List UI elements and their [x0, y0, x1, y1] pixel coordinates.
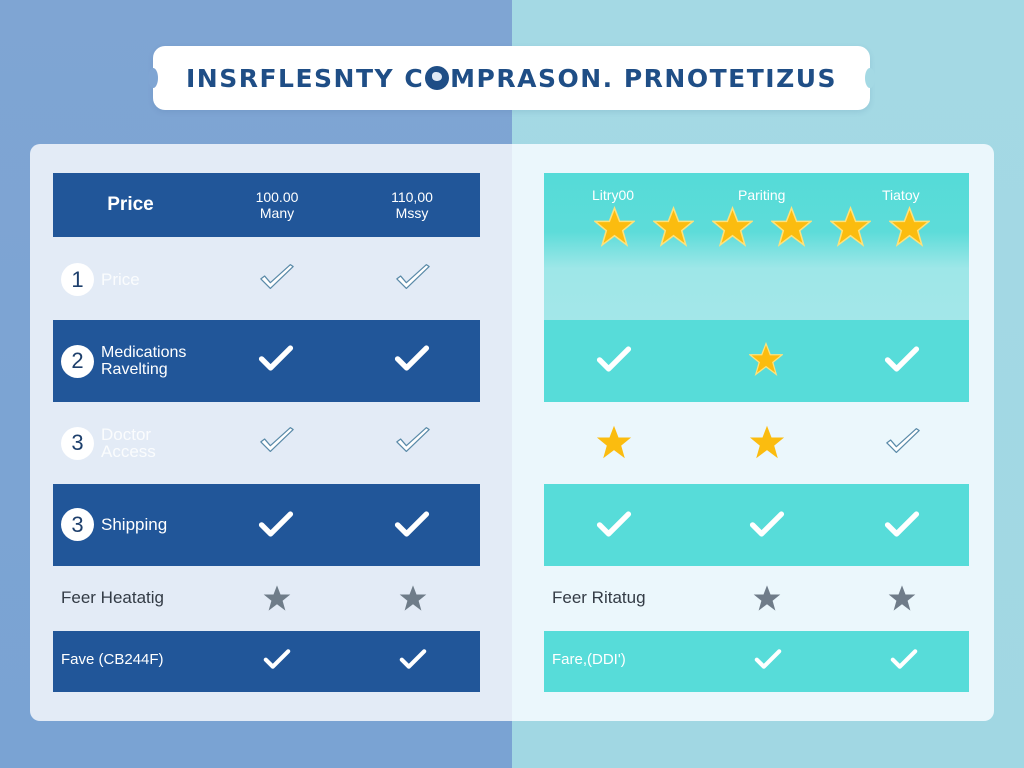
check-outline-icon	[394, 262, 432, 292]
rating-stars	[594, 206, 930, 247]
title-banner: INSRFLESNTY C MPRASON. PRNOTETIZUS	[148, 46, 875, 110]
left-row-doctor-access: 3 Doctor Access	[53, 410, 480, 476]
check-outline-icon	[258, 425, 296, 455]
check-outline-icon	[394, 425, 432, 455]
star-gold-icon	[771, 206, 812, 247]
star-gold-icon	[830, 206, 871, 247]
header-column-2: 110,00 Mssy	[358, 173, 466, 237]
check-outline-icon	[884, 426, 922, 456]
row-label-cell: Feer Ritatug	[552, 589, 646, 606]
row-label-cell: 2 Medications Ravelting	[61, 344, 186, 378]
star-gold-icon	[653, 206, 694, 247]
title-text-part1: INSRFLESNTY C	[185, 63, 425, 93]
check-icon	[258, 510, 294, 538]
right-row-2	[544, 410, 969, 476]
check-icon	[394, 510, 430, 538]
star-gray-icon	[753, 584, 781, 612]
check-icon	[258, 344, 294, 372]
row-label-cell: 1 Price	[61, 263, 140, 296]
check-icon	[596, 345, 632, 373]
row-label: Fave (CB244F)	[61, 651, 164, 668]
header-column-2: Pariting	[738, 187, 786, 203]
left-row-fave: Fave (CB244F)	[53, 631, 480, 692]
right-row-3	[544, 484, 969, 566]
row-label: Shipping	[101, 515, 168, 534]
row-label-cell: Fave (CB244F)	[61, 651, 164, 668]
title-text-part2: MPRASON. PRNOTETIZUS	[450, 63, 838, 93]
star-gold-icon	[596, 424, 632, 460]
left-comparison-panel	[30, 144, 512, 721]
check-icon	[884, 345, 920, 373]
row-label: Feer Heatatig	[61, 588, 164, 607]
check-icon	[749, 510, 785, 538]
check-icon	[884, 510, 920, 538]
check-icon	[754, 648, 782, 670]
star-gold-icon	[594, 206, 635, 247]
row-label: Fare,(DDI')	[552, 651, 626, 668]
left-header-row: Price 100.00 Many 110,00 Mssy	[53, 173, 480, 237]
check-outline-icon	[258, 262, 296, 292]
globe-icon	[425, 65, 450, 90]
star-gold-icon	[712, 206, 753, 247]
page-title: INSRFLESNTY C MPRASON. PRNOTETIZUS	[186, 64, 837, 93]
column-2-sub: Mssy	[395, 205, 429, 221]
star-gold-icon	[889, 206, 930, 247]
right-row-feer-ritatug: Feer Ritatug	[544, 574, 969, 624]
column-1-sub: Many	[259, 205, 295, 221]
check-icon	[394, 344, 430, 372]
check-icon	[399, 648, 427, 670]
star-gray-icon	[399, 584, 427, 612]
header-price-label: Price	[107, 194, 154, 215]
right-row-1	[544, 320, 969, 402]
row-number-badge: 1	[61, 263, 94, 296]
star-gray-icon	[888, 584, 916, 612]
left-row-feer-heatatig: Feer Heatatig	[53, 574, 480, 624]
star-gold-icon	[749, 424, 785, 460]
row-label-line2: Ravelting	[101, 361, 168, 378]
check-icon	[890, 648, 918, 670]
header-column-3: Tiatoy	[882, 187, 920, 203]
row-label-cell: Feer Heatatig	[61, 589, 164, 606]
row-number-badge: 2	[61, 344, 94, 378]
row-label-cell: Fare,(DDI')	[552, 651, 626, 668]
check-icon	[263, 648, 291, 670]
star-gold-icon	[749, 342, 783, 376]
left-row-medications: 2 Medications Ravelting	[53, 320, 480, 402]
row-label-cell: 3 Shipping	[61, 508, 167, 541]
row-label: Feer Ritatug	[552, 588, 646, 607]
column-2-price: 110,00	[391, 189, 433, 205]
row-number-badge: 3	[61, 508, 94, 541]
row-number-badge: 3	[61, 426, 94, 460]
row-label-line1: Doctor	[101, 425, 152, 444]
row-label-cell: 3 Doctor Access	[61, 426, 156, 460]
star-gray-icon	[263, 584, 291, 612]
row-label-line1: Medications	[101, 344, 187, 361]
header-column-1: 100.00 Many	[223, 173, 331, 237]
left-row-price: 1 Price	[53, 246, 480, 312]
column-1-price: 100.00	[255, 189, 299, 205]
left-row-shipping: 3 Shipping	[53, 484, 480, 566]
right-row-fare: Fare,(DDI')	[544, 631, 969, 692]
header-price-cell: Price	[53, 173, 208, 237]
check-icon	[596, 510, 632, 538]
row-label-line2: Access	[101, 442, 156, 461]
header-column-1: Litry00	[592, 187, 635, 203]
right-header-row: Litry00 Pariting Tiatoy	[544, 173, 969, 320]
row-label: Price	[101, 270, 140, 289]
